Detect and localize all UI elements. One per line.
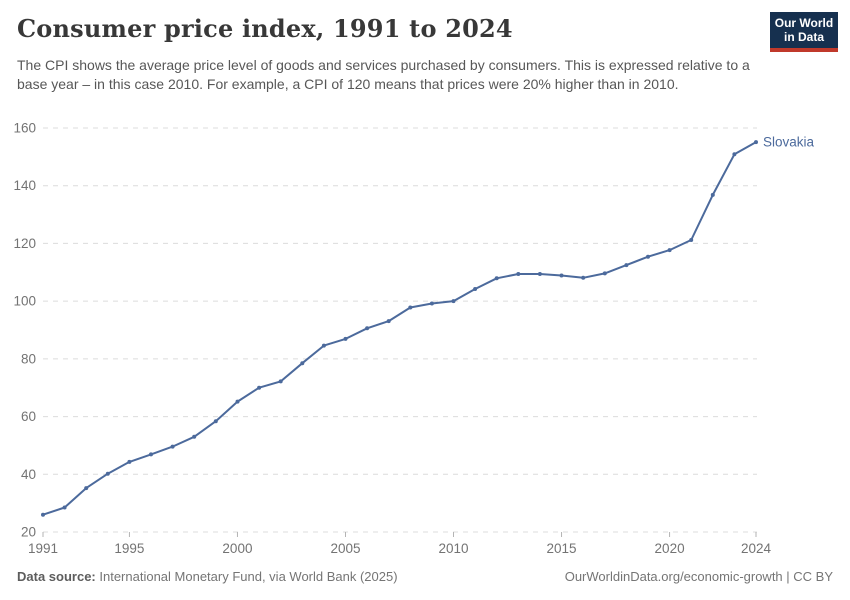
data-point[interactable] bbox=[192, 434, 197, 439]
data-point[interactable] bbox=[235, 399, 240, 404]
data-point[interactable] bbox=[213, 419, 218, 424]
y-axis-tick-label: 120 bbox=[13, 236, 36, 251]
page-title: Consumer price index, 1991 to 2024 bbox=[17, 14, 513, 43]
data-point[interactable] bbox=[41, 512, 45, 517]
data-point[interactable] bbox=[105, 471, 110, 476]
data-point[interactable] bbox=[473, 287, 478, 291]
chart-footer: Data source: International Monetary Fund… bbox=[17, 569, 833, 587]
data-point[interactable] bbox=[451, 299, 456, 304]
data-point[interactable] bbox=[62, 505, 67, 510]
data-point[interactable] bbox=[127, 459, 132, 464]
data-point[interactable] bbox=[149, 452, 153, 457]
series-end-label[interactable]: Slovakia bbox=[763, 135, 815, 150]
data-point[interactable] bbox=[494, 276, 499, 281]
data-point[interactable] bbox=[581, 275, 586, 280]
data-source-note: Data source: International Monetary Fund… bbox=[17, 569, 398, 587]
data-source-label: Data source: bbox=[17, 569, 96, 584]
y-axis-tick-label: 140 bbox=[13, 178, 36, 193]
data-point[interactable] bbox=[408, 305, 413, 310]
x-axis-tick-label: 2005 bbox=[330, 541, 360, 556]
x-axis-tick-label: 2000 bbox=[222, 541, 252, 556]
data-point[interactable] bbox=[602, 271, 607, 276]
x-axis-tick-label: 2015 bbox=[547, 541, 577, 556]
owid-url-link[interactable]: OurWorldinData.org/economic-growth | CC … bbox=[564, 569, 833, 584]
y-axis-tick-label: 40 bbox=[21, 467, 36, 482]
data-point[interactable] bbox=[732, 152, 737, 157]
data-point[interactable] bbox=[667, 248, 672, 253]
y-axis-tick-label: 160 bbox=[13, 121, 36, 136]
x-axis-tick-label: 1991 bbox=[28, 541, 58, 556]
data-point[interactable] bbox=[429, 301, 434, 306]
y-axis-tick-label: 60 bbox=[21, 409, 36, 424]
owid-logo-line1: Our World bbox=[774, 16, 834, 30]
chart-subtitle: The CPI shows the average price level of… bbox=[17, 57, 750, 92]
data-point[interactable] bbox=[537, 272, 542, 276]
x-axis-tick-label: 1995 bbox=[114, 541, 144, 556]
data-point[interactable] bbox=[365, 326, 370, 331]
x-axis-tick-label: 2020 bbox=[655, 541, 685, 556]
owid-logo-line2: in Data bbox=[783, 30, 824, 44]
data-point[interactable] bbox=[343, 336, 348, 341]
y-axis-tick-label: 100 bbox=[13, 294, 36, 309]
data-point[interactable] bbox=[689, 238, 694, 242]
y-axis-tick-label: 20 bbox=[21, 525, 36, 540]
data-point[interactable] bbox=[646, 254, 650, 259]
data-point[interactable] bbox=[710, 192, 715, 197]
data-point[interactable] bbox=[84, 486, 89, 491]
data-point[interactable] bbox=[516, 272, 521, 276]
data-point[interactable] bbox=[559, 273, 564, 278]
data-point[interactable] bbox=[624, 263, 629, 268]
x-axis-tick-label: 2024 bbox=[741, 541, 772, 556]
data-point[interactable] bbox=[257, 385, 262, 390]
data-point[interactable] bbox=[300, 361, 305, 366]
data-point[interactable] bbox=[170, 444, 175, 449]
owid-logo: Our World in Data bbox=[770, 12, 838, 52]
y-axis-tick-label: 80 bbox=[21, 351, 36, 366]
data-point[interactable] bbox=[386, 319, 391, 324]
x-axis-tick-label: 2010 bbox=[438, 541, 468, 556]
data-point[interactable] bbox=[278, 379, 283, 384]
cpi-line[interactable] bbox=[42, 141, 757, 516]
data-point[interactable] bbox=[321, 343, 326, 348]
data-point[interactable] bbox=[754, 140, 758, 145]
data-source-text: International Monetary Fund, via World B… bbox=[95, 569, 398, 584]
cpi-line-chart[interactable]: 20 40 60 80 100 120 140 160 1991 1995 2000 2005 2010… bbox=[0, 112, 850, 567]
